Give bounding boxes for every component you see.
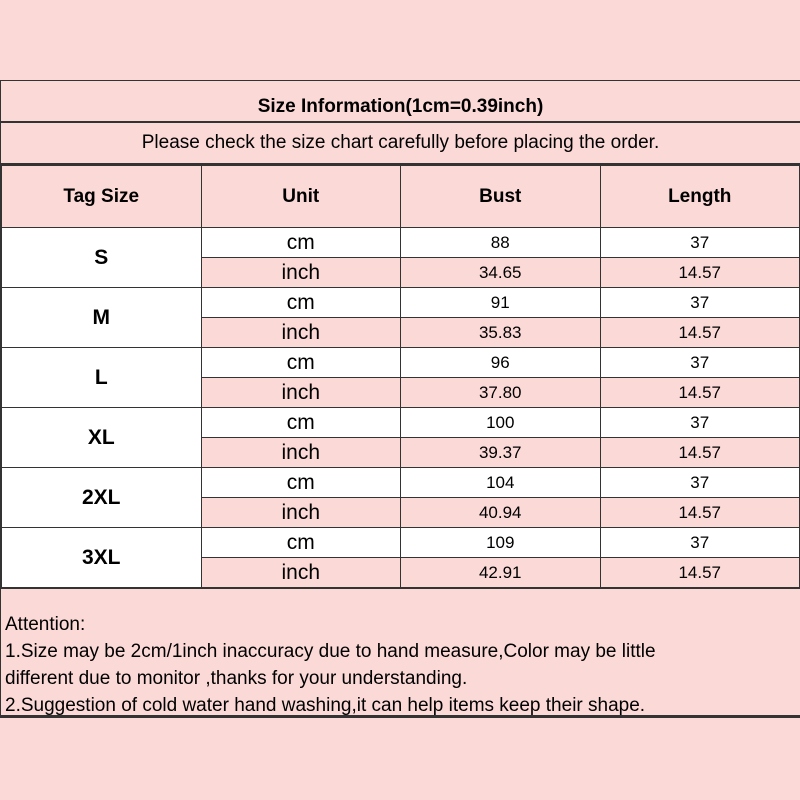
header-unit: Unit bbox=[200, 165, 401, 228]
length-cell: 14.57 bbox=[599, 497, 800, 528]
unit-cell: cm bbox=[200, 227, 401, 258]
table-row-inch: inch 42.91 14.57 bbox=[2, 557, 800, 588]
table-row-inch: inch 40.94 14.57 bbox=[2, 497, 800, 528]
chart-title: Size Information(1cm=0.39inch) bbox=[1, 81, 800, 123]
unit-cell: cm bbox=[200, 527, 401, 558]
table-row-inch: inch 34.65 14.57 bbox=[2, 257, 800, 288]
table-row-cm: 3XL cm 109 37 bbox=[1, 527, 800, 588]
attention-line: different due to monitor ,thanks for you… bbox=[5, 668, 468, 689]
unit-cell: inch bbox=[200, 377, 401, 408]
length-cell: 37 bbox=[599, 527, 800, 558]
unit-cell: cm bbox=[200, 287, 401, 318]
header-bust: Bust bbox=[400, 165, 601, 228]
length-cell: 37 bbox=[599, 467, 800, 498]
attention-heading: Attention: bbox=[5, 614, 86, 635]
unit-cell: cm bbox=[200, 347, 401, 378]
length-cell: 14.57 bbox=[599, 257, 800, 288]
length-cell: 37 bbox=[599, 227, 800, 258]
bust-cell: 35.83 bbox=[400, 317, 601, 348]
header-tag-size: Tag Size bbox=[1, 165, 202, 228]
tag-size-cell: S bbox=[1, 227, 202, 288]
header-length: Length bbox=[599, 165, 800, 228]
length-cell: 14.57 bbox=[599, 377, 800, 408]
bust-cell: 37.80 bbox=[400, 377, 601, 408]
chart-subtitle: Please check the size chart carefully be… bbox=[1, 123, 800, 165]
length-cell: 14.57 bbox=[599, 437, 800, 468]
tag-size-cell: 3XL bbox=[1, 527, 202, 588]
tag-size-cell: 2XL bbox=[1, 467, 202, 528]
unit-cell: cm bbox=[200, 407, 401, 438]
length-cell: 14.57 bbox=[599, 317, 800, 348]
length-cell: 37 bbox=[599, 347, 800, 378]
size-chart: Size Information(1cm=0.39inch) Please ch… bbox=[0, 80, 800, 718]
table-row-inch: inch 37.80 14.57 bbox=[2, 377, 800, 408]
bust-cell: 104 bbox=[400, 467, 601, 498]
unit-cell: cm bbox=[200, 467, 401, 498]
unit-cell: inch bbox=[200, 437, 401, 468]
bust-cell: 91 bbox=[400, 287, 601, 318]
length-cell: 37 bbox=[599, 287, 800, 318]
length-cell: 14.57 bbox=[599, 557, 800, 588]
unit-cell: inch bbox=[200, 317, 401, 348]
bust-cell: 88 bbox=[400, 227, 601, 258]
tag-size-cell: M bbox=[1, 287, 202, 348]
table-row-cm: 2XL cm 104 37 bbox=[1, 467, 800, 528]
bust-cell: 39.37 bbox=[400, 437, 601, 468]
bust-cell: 96 bbox=[400, 347, 601, 378]
unit-cell: inch bbox=[200, 497, 401, 528]
table-row-inch: inch 35.83 14.57 bbox=[2, 317, 800, 348]
tag-size-cell: XL bbox=[1, 407, 202, 468]
bust-cell: 100 bbox=[400, 407, 601, 438]
tag-size-cell: L bbox=[1, 347, 202, 408]
table-row-cm: XL cm 100 37 bbox=[1, 407, 800, 468]
attention-line: 1.Size may be 2cm/1inch inaccuracy due t… bbox=[5, 641, 656, 662]
length-cell: 37 bbox=[599, 407, 800, 438]
table-row-inch: inch 39.37 14.57 bbox=[2, 437, 800, 468]
bust-cell: 109 bbox=[400, 527, 601, 558]
attention-notes: Attention: 1.Size may be 2cm/1inch inacc… bbox=[1, 588, 800, 717]
bust-cell: 42.91 bbox=[400, 557, 601, 588]
attention-line: 2.Suggestion of cold water hand washing,… bbox=[5, 695, 646, 716]
header-row: Tag Size Unit Bust Length bbox=[1, 165, 800, 228]
unit-cell: inch bbox=[200, 557, 401, 588]
bust-cell: 40.94 bbox=[400, 497, 601, 528]
bust-cell: 34.65 bbox=[400, 257, 601, 288]
unit-cell: inch bbox=[200, 257, 401, 288]
